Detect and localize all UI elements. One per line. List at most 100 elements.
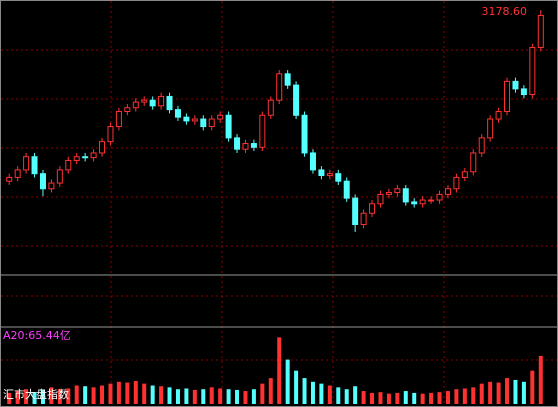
volume-bar — [319, 383, 324, 404]
volume-bar — [327, 385, 332, 404]
candle-body — [284, 73, 291, 86]
candle-body — [82, 156, 89, 159]
candle-body — [23, 156, 30, 171]
volume-bar — [133, 381, 138, 404]
volume-bar — [479, 383, 484, 404]
candle-body — [293, 84, 300, 116]
candle-body — [6, 176, 13, 182]
candle-body — [48, 182, 55, 190]
volume-bar — [462, 388, 467, 404]
candle-body — [14, 169, 21, 178]
candle-body — [31, 156, 38, 175]
volume-bar — [40, 389, 45, 404]
candle-body — [141, 99, 148, 103]
candle-body — [225, 114, 232, 139]
volume-bar — [521, 381, 526, 404]
candle-body — [385, 192, 392, 195]
volume-bar — [285, 359, 290, 404]
volume-bar — [32, 392, 37, 404]
volume-bar — [108, 383, 113, 404]
volume-bar — [66, 388, 71, 404]
candle-body — [444, 188, 451, 195]
candle-body — [56, 169, 63, 184]
volume-bar — [15, 391, 20, 404]
candle-body — [200, 118, 207, 128]
candle-body — [520, 88, 527, 96]
volume-bar — [49, 387, 54, 404]
candle-body — [132, 101, 139, 109]
candle-body — [174, 109, 181, 118]
volume-bar — [260, 383, 265, 404]
volume-bar — [167, 387, 172, 404]
candle-body — [352, 197, 359, 226]
candle-body — [487, 118, 494, 139]
candle-body — [360, 212, 367, 226]
volume-bar — [226, 389, 231, 404]
volume-bar — [192, 389, 197, 404]
candle-body — [124, 107, 131, 113]
volume-bar — [209, 387, 214, 404]
candle-body — [436, 193, 443, 201]
volume-bar — [454, 389, 459, 404]
volume-bar — [251, 389, 256, 404]
candle-body — [158, 95, 165, 107]
volume-bar — [488, 381, 493, 404]
marks — [6, 10, 544, 404]
volume-bar — [150, 385, 155, 404]
volume-bar — [100, 385, 105, 404]
candle-body — [73, 156, 80, 161]
volume-label: A20:65.44亿 — [3, 329, 71, 342]
candle-body — [250, 143, 257, 148]
candle-body — [394, 188, 401, 194]
volume-bar — [243, 391, 248, 404]
volume-bar — [7, 392, 12, 404]
volume-bar — [142, 383, 147, 404]
volume-bar — [277, 337, 282, 404]
candle-body — [343, 180, 350, 199]
candle-body — [149, 99, 156, 107]
candle-body — [309, 152, 316, 171]
candle-body — [369, 203, 376, 214]
volume-bar — [24, 389, 29, 404]
volume-bar — [83, 386, 88, 404]
volume-bar — [268, 378, 273, 404]
candle-body — [99, 141, 106, 154]
candle-body — [90, 152, 97, 159]
candle-body — [377, 193, 384, 205]
volume-bar — [302, 378, 307, 404]
volume-bar — [218, 388, 223, 404]
candle-body — [259, 114, 266, 148]
candle-body — [453, 176, 460, 190]
volume-bar — [74, 385, 79, 404]
candle-body — [537, 14, 544, 48]
volume-bar — [344, 389, 349, 404]
volume-bar — [159, 386, 164, 404]
candle-body — [318, 169, 325, 177]
volume-bar — [336, 387, 341, 404]
candle-body — [115, 111, 122, 128]
volume-bar — [429, 392, 434, 404]
candle-body — [470, 152, 477, 173]
volume-bar — [420, 393, 425, 404]
candle-body — [512, 80, 519, 90]
volume-bar — [437, 392, 442, 404]
candle-body — [301, 114, 308, 154]
candle-body — [402, 188, 409, 203]
candle-body — [217, 114, 224, 120]
candle-body — [39, 173, 46, 190]
index-name: 汇市大盘指数 — [3, 387, 69, 401]
volume-bar — [530, 370, 535, 404]
candle-body — [107, 126, 114, 143]
volume-bar — [353, 386, 358, 404]
candle-body — [478, 137, 485, 154]
candle-body — [461, 171, 468, 178]
volume-bar — [378, 392, 383, 404]
volume-bar — [445, 391, 450, 404]
candle-body — [234, 137, 241, 150]
candle-body — [529, 46, 536, 96]
candle-body — [326, 173, 333, 177]
volume-bar — [361, 391, 366, 404]
